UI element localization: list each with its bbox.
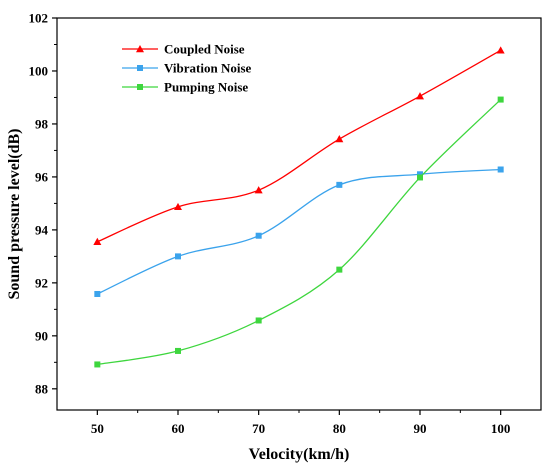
legend-swatch-marker	[137, 84, 143, 90]
data-point	[417, 171, 423, 178]
legend-item: Coupled Noise	[122, 42, 245, 57]
data-point	[175, 253, 181, 260]
legend-label: Coupled Noise	[164, 42, 245, 57]
data-point	[336, 181, 343, 188]
data-point	[254, 186, 263, 194]
series-vibration-noise	[94, 166, 504, 297]
x-tick-label: 60	[172, 421, 185, 436]
data-point	[93, 237, 102, 246]
data-point	[94, 290, 101, 297]
legend-swatch-marker	[137, 65, 143, 71]
x-tick-label: 90	[414, 421, 427, 436]
legend-item: Vibration Noise	[122, 61, 251, 76]
legend-label: Vibration Noise	[164, 61, 251, 76]
y-axis-title: Sound pressure level(dB)	[6, 129, 23, 300]
series-line	[97, 99, 502, 366]
data-point	[416, 92, 424, 100]
y-tick-label: 98	[35, 116, 49, 131]
data-point	[175, 347, 181, 354]
data-point	[496, 46, 505, 54]
y-tick-label: 102	[29, 11, 49, 26]
x-tick-label: 70	[252, 421, 265, 436]
series-layer	[93, 46, 505, 368]
x-tick-label: 100	[491, 421, 511, 436]
y-tick-label: 100	[29, 63, 49, 78]
series-line	[97, 49, 501, 243]
legend-label: Pumping Noise	[164, 80, 248, 95]
tick-labels: 50 60 70 80 90 100 88 90 92 94 96 98 100 102	[29, 11, 511, 437]
y-tick-label: 90	[35, 328, 48, 343]
y-tick-label: 94	[35, 222, 49, 237]
y-tick-label: 92	[35, 275, 48, 290]
y-tick-label: 88	[35, 381, 49, 396]
y-tick-label: 96	[35, 169, 49, 184]
x-tick-label: 50	[91, 421, 104, 436]
legend-swatch-marker	[136, 45, 144, 53]
legend: Coupled Noise Vibration Noise Pumping Nois…	[122, 42, 251, 95]
legend-item: Pumping Noise	[122, 80, 248, 95]
x-tick-label: 80	[333, 421, 346, 436]
data-point	[174, 202, 182, 211]
data-point	[255, 232, 262, 239]
data-point	[497, 166, 504, 173]
data-point	[94, 361, 101, 368]
data-point	[335, 135, 344, 143]
data-point	[336, 266, 343, 273]
data-point	[497, 96, 504, 103]
series-pumping-noise	[94, 96, 504, 368]
data-point	[255, 317, 262, 324]
data-point	[417, 174, 423, 181]
tick-marks	[52, 17, 502, 415]
series-coupled-noise	[93, 46, 505, 246]
series-line	[97, 168, 501, 295]
x-axis-title: Velocity(km/h)	[249, 446, 350, 463]
plot-frame	[56, 17, 542, 411]
